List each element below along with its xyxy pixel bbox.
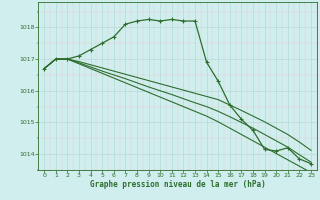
X-axis label: Graphe pression niveau de la mer (hPa): Graphe pression niveau de la mer (hPa)	[90, 180, 266, 189]
